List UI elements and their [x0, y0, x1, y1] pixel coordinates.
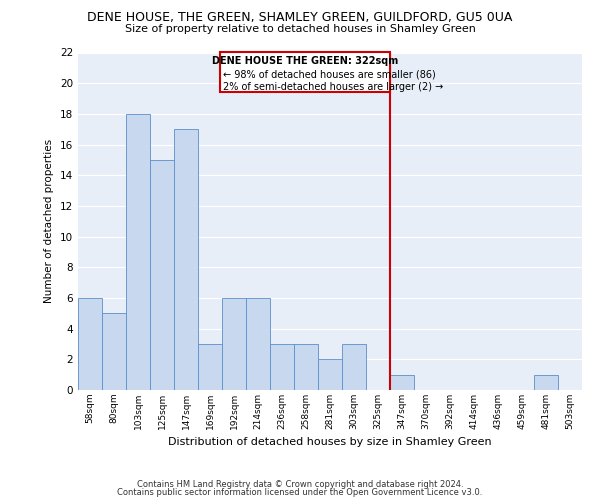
- Bar: [78, 298, 102, 390]
- Y-axis label: Number of detached properties: Number of detached properties: [44, 139, 55, 304]
- Bar: [102, 314, 126, 390]
- Bar: [318, 360, 342, 390]
- Bar: [126, 114, 150, 390]
- Bar: [198, 344, 222, 390]
- X-axis label: Distribution of detached houses by size in Shamley Green: Distribution of detached houses by size …: [168, 438, 492, 448]
- Bar: [390, 374, 414, 390]
- Bar: [342, 344, 366, 390]
- Text: ← 98% of detached houses are smaller (86): ← 98% of detached houses are smaller (86…: [223, 70, 436, 80]
- Text: Contains public sector information licensed under the Open Government Licence v3: Contains public sector information licen…: [118, 488, 482, 497]
- Text: DENE HOUSE, THE GREEN, SHAMLEY GREEN, GUILDFORD, GU5 0UA: DENE HOUSE, THE GREEN, SHAMLEY GREEN, GU…: [88, 11, 512, 24]
- FancyBboxPatch shape: [220, 52, 390, 92]
- Bar: [246, 298, 270, 390]
- Text: Contains HM Land Registry data © Crown copyright and database right 2024.: Contains HM Land Registry data © Crown c…: [137, 480, 463, 489]
- Bar: [222, 298, 246, 390]
- Bar: [150, 160, 174, 390]
- Bar: [294, 344, 318, 390]
- Bar: [534, 374, 558, 390]
- Text: Size of property relative to detached houses in Shamley Green: Size of property relative to detached ho…: [125, 24, 475, 34]
- Bar: [270, 344, 294, 390]
- Bar: [174, 129, 198, 390]
- Text: DENE HOUSE THE GREEN: 322sqm: DENE HOUSE THE GREEN: 322sqm: [212, 56, 398, 66]
- Text: 2% of semi-detached houses are larger (2) →: 2% of semi-detached houses are larger (2…: [223, 82, 443, 92]
